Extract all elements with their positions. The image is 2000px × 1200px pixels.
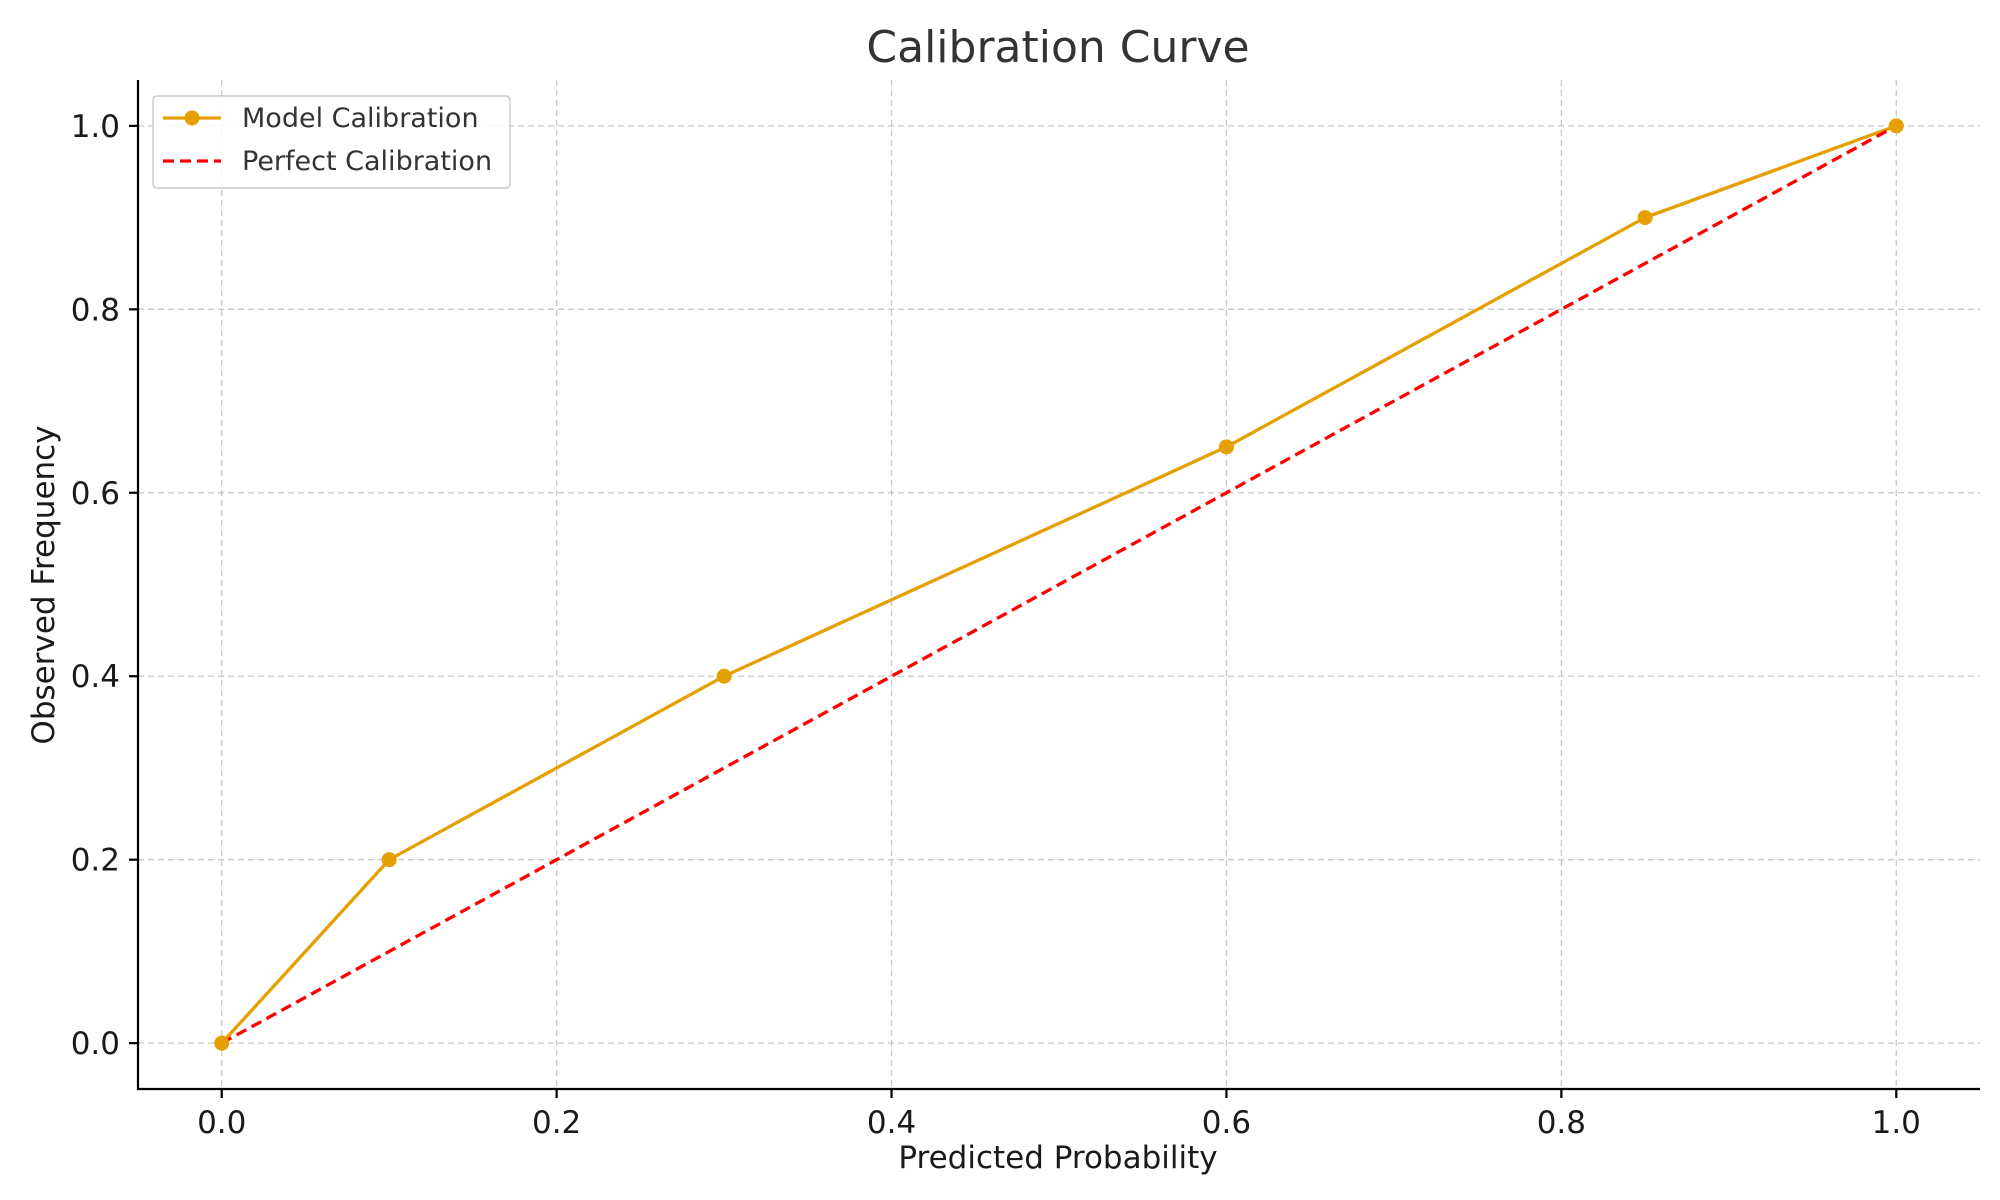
- series-point: [716, 668, 732, 684]
- legend-entries: Model Calibration Perfect Calibration: [163, 103, 492, 177]
- x-tick-label: 0.6: [1202, 1105, 1251, 1141]
- series-point: [1888, 118, 1904, 134]
- y-tick-label: 0.6: [71, 476, 120, 512]
- series-point: [1637, 210, 1653, 226]
- series-line-1: [220, 124, 1897, 1045]
- y-tick-label: 0.2: [71, 843, 120, 879]
- x-tick-label: 0.0: [197, 1105, 246, 1141]
- series-point: [214, 1035, 230, 1051]
- series-point: [381, 852, 397, 868]
- chart-title: Calibration Curve: [866, 22, 1249, 73]
- legend: Model Calibration Perfect Calibration: [152, 95, 511, 189]
- x-tick-label: 1.0: [1872, 1105, 1921, 1141]
- y-axis-label: Observed Frequency: [26, 425, 62, 744]
- grid-layer: [138, 80, 1980, 1089]
- y-tick-label: 0.4: [71, 659, 120, 695]
- y-tick-label: 1.0: [71, 109, 120, 145]
- legend-marker: [184, 110, 200, 126]
- series-layer: [214, 118, 1904, 1051]
- axes-layer: [136, 80, 1980, 1091]
- series-line-2: [220, 124, 1898, 1045]
- x-tick-label: 0.8: [1537, 1105, 1586, 1141]
- x-tick-label: 0.4: [867, 1105, 916, 1141]
- legend-box: [152, 95, 511, 189]
- axes-spines: [136, 80, 1980, 1091]
- ticks-layer: 0.0 0.2 0.4 0.6 0.8 1.0 0.0 0.2 0.4 0.6 0.8 1.0: [71, 109, 1921, 1141]
- x-tick-label: 0.2: [532, 1105, 581, 1141]
- y-tick-label: 0.8: [71, 292, 120, 328]
- legend-label: Model Calibration: [242, 103, 479, 134]
- series-point: [1218, 439, 1234, 455]
- y-tick-label: 0.0: [71, 1026, 120, 1062]
- x-axis-label: Predicted Probability: [898, 1140, 1217, 1176]
- legend-label: Perfect Calibration: [242, 146, 492, 177]
